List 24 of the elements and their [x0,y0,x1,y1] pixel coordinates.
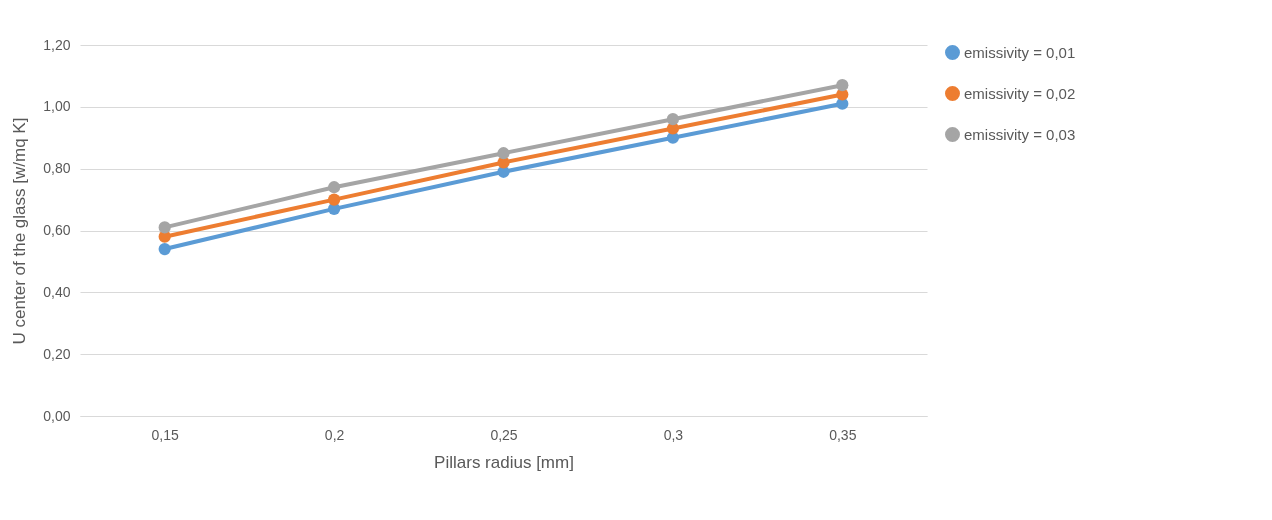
x-tick-label: 0,25 [490,426,518,443]
x-tick-label: 0,15 [151,426,180,443]
x-tick-label: 0,3 [663,426,684,443]
legend-label: emissivity = 0,02 [964,84,1076,102]
x-tick-label: 0,2 [324,426,345,443]
y-tick-label: 0,20 [43,345,71,362]
y-tick-label: 0,40 [43,283,71,300]
y-tick-label: 0,00 [43,407,71,424]
y-tick-label: 1,00 [43,98,71,115]
point [158,242,171,256]
point [666,113,680,126]
x-tick-label: 0,35 [829,426,857,443]
point [497,147,510,160]
legend-label: emissivity = 0,03 [964,125,1076,143]
point [836,79,849,92]
y-axis-title: U center of the glass [w/mq K] [10,117,30,345]
point [327,193,341,206]
y-tick-label: 0,80 [43,160,71,177]
y-tick-label: 0,60 [43,222,71,238]
legend-label: emissivity = 0,01 [964,43,1076,61]
point [327,181,341,194]
y-tick-label: 1,20 [43,36,71,53]
point [158,221,171,234]
x-axis-title: Pillars radius [mm] [434,452,574,472]
